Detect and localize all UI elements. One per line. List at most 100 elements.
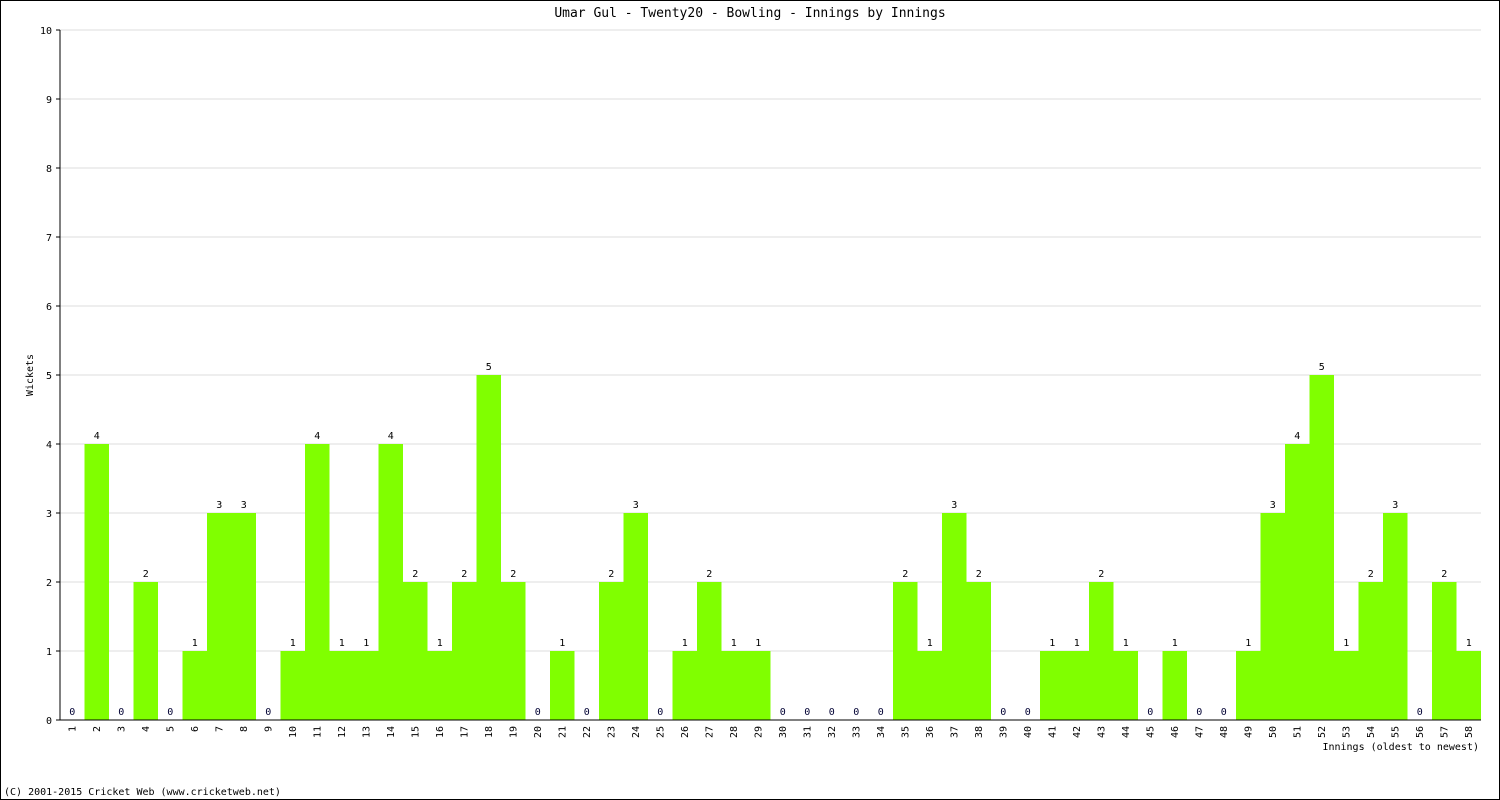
x-tick-label: 9	[263, 726, 274, 732]
data-label: 2	[1368, 569, 1374, 580]
bar	[231, 513, 256, 720]
bar	[1089, 582, 1114, 720]
x-tick-label: 21	[557, 726, 568, 738]
x-tick-label: 25	[655, 726, 666, 738]
data-label: 3	[216, 500, 222, 511]
x-tick-label: 13	[361, 726, 372, 738]
bar	[599, 582, 624, 720]
x-tick-label: 7	[214, 726, 225, 732]
data-label: 0	[1025, 707, 1031, 718]
data-label: 1	[927, 638, 933, 649]
data-label: 3	[1270, 500, 1276, 511]
x-tick-label: 52	[1317, 726, 1328, 738]
data-label: 4	[1294, 431, 1300, 442]
y-tick-label: 6	[46, 302, 52, 313]
data-label: 0	[1417, 707, 1423, 718]
bar	[1383, 513, 1408, 720]
bar	[452, 582, 477, 720]
x-tick-label: 49	[1243, 726, 1254, 738]
bar	[354, 651, 379, 720]
x-tick-label: 40	[1023, 726, 1034, 738]
bar	[1309, 375, 1334, 720]
x-tick-label: 33	[851, 726, 862, 738]
bar	[917, 651, 942, 720]
bar	[672, 651, 697, 720]
x-tick-label: 19	[508, 726, 519, 738]
data-label: 0	[69, 707, 75, 718]
data-label: 0	[167, 707, 173, 718]
data-label: 4	[314, 431, 320, 442]
bar	[280, 651, 305, 720]
bar	[329, 651, 354, 720]
data-label: 1	[682, 638, 688, 649]
y-tick-label: 7	[46, 233, 52, 244]
y-axis-title: Wickets	[25, 354, 36, 396]
bar	[550, 651, 575, 720]
x-tick-label: 16	[435, 726, 446, 738]
x-tick-label: 32	[827, 726, 838, 738]
data-label: 2	[902, 569, 908, 580]
bar	[427, 651, 452, 720]
x-tick-label: 57	[1439, 726, 1450, 738]
data-label: 4	[388, 431, 394, 442]
x-tick-label: 46	[1170, 726, 1181, 738]
data-label: 2	[1098, 569, 1104, 580]
data-label: 3	[1392, 500, 1398, 511]
bar	[133, 582, 158, 720]
data-label: 0	[1196, 707, 1202, 718]
x-tick-label: 6	[190, 726, 201, 732]
x-tick-label: 5	[165, 726, 176, 732]
x-tick-label: 10	[288, 726, 299, 738]
data-label: 1	[559, 638, 565, 649]
data-label: 3	[633, 500, 639, 511]
data-label: 0	[118, 707, 124, 718]
data-label: 3	[241, 500, 247, 511]
y-tick-label: 8	[46, 164, 52, 175]
bar	[1162, 651, 1187, 720]
data-label: 0	[1147, 707, 1153, 718]
x-tick-label: 18	[484, 726, 495, 738]
x-axis-title: Innings (oldest to newest)	[1322, 742, 1479, 753]
data-label: 1	[1172, 638, 1178, 649]
data-label: 1	[1074, 638, 1080, 649]
data-label: 1	[1466, 638, 1472, 649]
bar	[721, 651, 746, 720]
x-tick-label: 58	[1464, 726, 1475, 738]
bar	[1236, 651, 1261, 720]
data-label: 2	[1441, 569, 1447, 580]
x-tick-label: 20	[533, 726, 544, 738]
bar	[697, 582, 722, 720]
x-tick-label: 22	[582, 726, 593, 738]
data-label: 5	[486, 362, 492, 373]
x-tick-label: 24	[631, 726, 642, 738]
bar	[182, 651, 207, 720]
bar	[1432, 582, 1457, 720]
x-tick-label: 44	[1121, 726, 1132, 738]
data-label: 0	[829, 707, 835, 718]
data-label: 1	[1123, 638, 1129, 649]
x-tick-label: 37	[949, 726, 960, 738]
x-tick-label: 14	[386, 726, 397, 738]
x-tick-label: 27	[704, 726, 715, 738]
x-tick-label: 36	[925, 726, 936, 738]
data-label: 1	[290, 638, 296, 649]
bar	[966, 582, 991, 720]
y-tick-label: 9	[46, 95, 52, 106]
data-label: 1	[363, 638, 369, 649]
x-tick-label: 53	[1341, 726, 1352, 738]
data-label: 1	[192, 638, 198, 649]
y-tick-label: 2	[46, 578, 52, 589]
data-label: 1	[1049, 638, 1055, 649]
x-tick-label: 38	[974, 726, 985, 738]
x-tick-label: 39	[998, 726, 1009, 738]
x-tick-label: 43	[1096, 726, 1107, 738]
bar	[84, 444, 109, 720]
bar	[1064, 651, 1089, 720]
x-tick-label: 42	[1072, 726, 1083, 738]
data-label: 0	[804, 707, 810, 718]
bar	[207, 513, 232, 720]
data-label: 2	[976, 569, 982, 580]
x-tick-label: 17	[459, 726, 470, 738]
data-label: 0	[535, 707, 541, 718]
x-tick-label: 48	[1219, 726, 1230, 738]
